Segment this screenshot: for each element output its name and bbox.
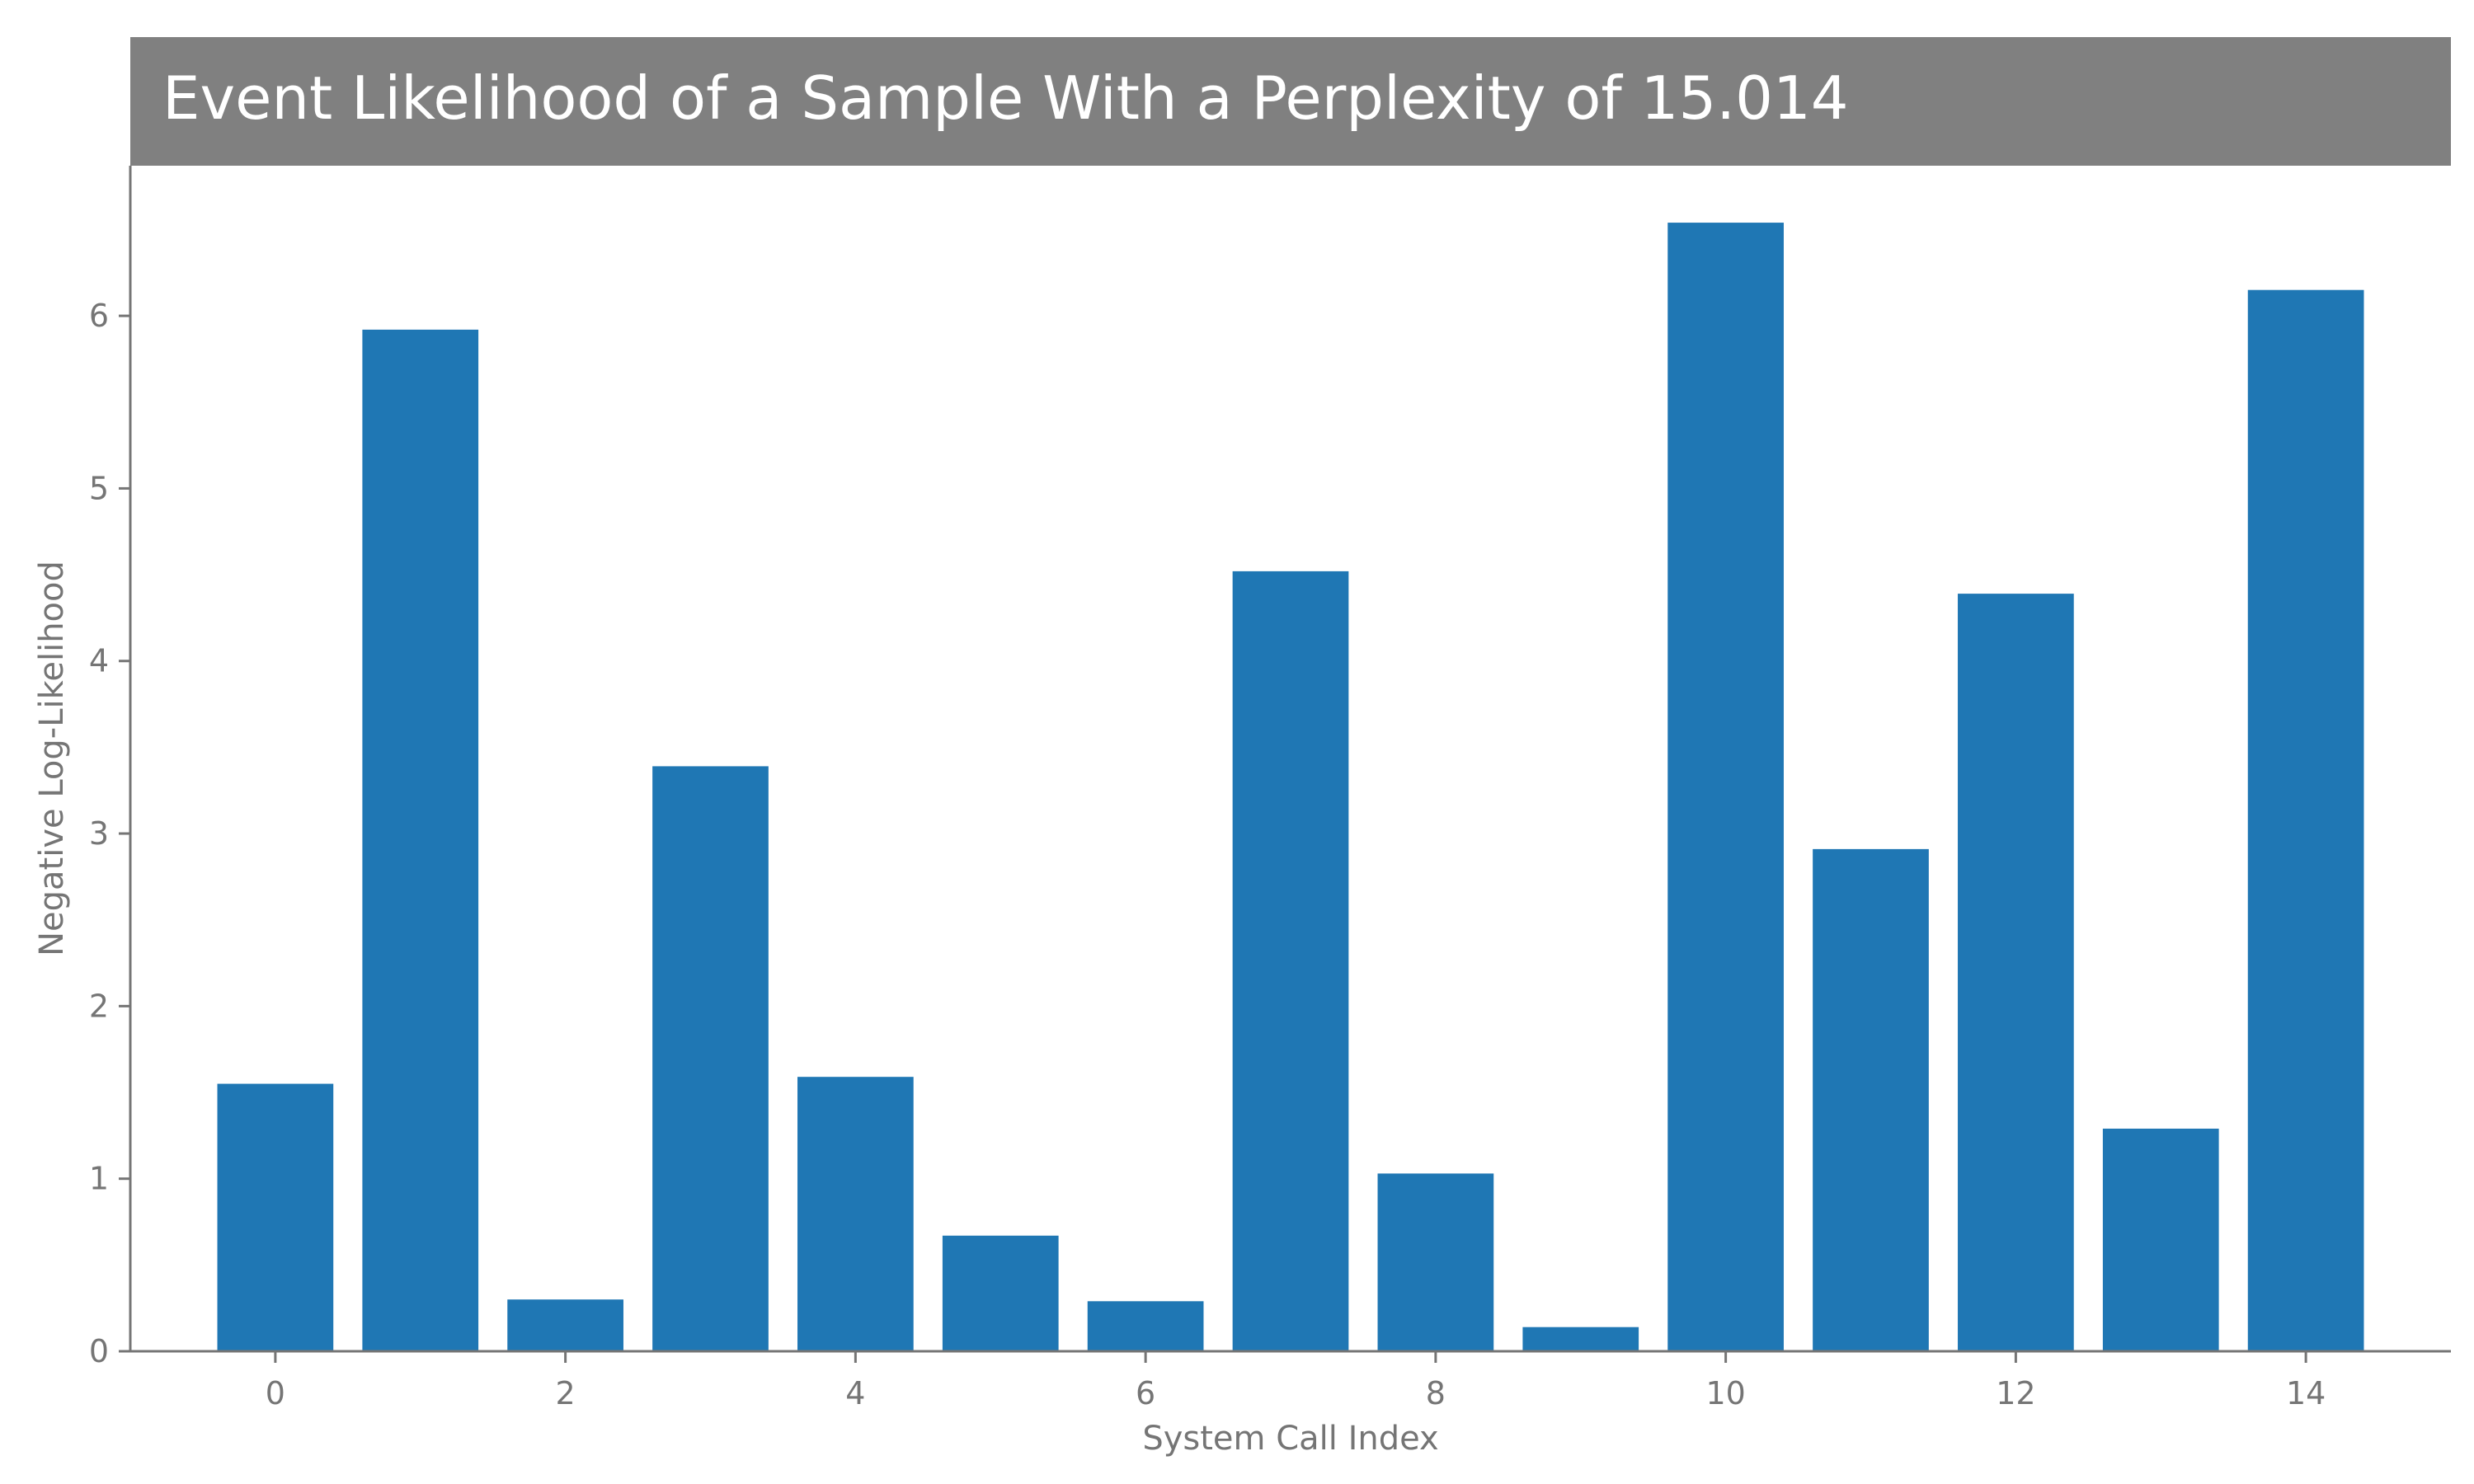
bar-1 bbox=[362, 329, 479, 1351]
x-axis-label: System Call Index bbox=[1142, 1420, 1438, 1458]
bar-8 bbox=[1377, 1173, 1494, 1351]
x-tick-label-0: 0 bbox=[266, 1375, 285, 1411]
bar-6 bbox=[1087, 1301, 1204, 1351]
y-ticks-group: 0 1 2 3 4 5 6 bbox=[89, 298, 130, 1369]
y-tick-label-1: 1 bbox=[89, 1161, 109, 1197]
y-tick-label-0: 0 bbox=[89, 1333, 109, 1369]
y-tick-label-6: 6 bbox=[89, 298, 109, 334]
y-tick-label-5: 5 bbox=[89, 470, 109, 506]
y-tick-label-2: 2 bbox=[89, 988, 109, 1024]
x-tick-label-4: 4 bbox=[845, 1375, 865, 1411]
bar-0 bbox=[217, 1083, 334, 1351]
x-tick-label-8: 8 bbox=[1426, 1375, 1446, 1411]
x-tick-label-12: 12 bbox=[1996, 1375, 2035, 1411]
x-ticks-group: 0 2 4 6 8 10 12 14 bbox=[266, 1351, 2326, 1411]
y-tick-label-3: 3 bbox=[89, 815, 109, 852]
y-tick-label-4: 4 bbox=[89, 643, 109, 679]
y-axis-label: Negative Log-Likelihood bbox=[33, 561, 71, 956]
x-tick-label-10: 10 bbox=[1705, 1375, 1745, 1411]
x-tick-label-14: 14 bbox=[2286, 1375, 2326, 1411]
bar-4 bbox=[797, 1077, 914, 1351]
bar-3 bbox=[652, 766, 769, 1351]
bar-11 bbox=[1813, 848, 1929, 1351]
x-tick-label-6: 6 bbox=[1136, 1375, 1155, 1411]
bar-2 bbox=[507, 1299, 623, 1351]
bar-5 bbox=[942, 1235, 1059, 1351]
bar-14 bbox=[2247, 289, 2364, 1352]
chart-title: Event Likelihood of a Sample With a Perp… bbox=[162, 63, 1849, 133]
bar-12 bbox=[1958, 594, 2074, 1351]
bar-9 bbox=[1522, 1327, 1639, 1351]
title-band bbox=[130, 37, 2451, 166]
x-tick-label-2: 2 bbox=[556, 1375, 576, 1411]
bar-10 bbox=[1667, 223, 1784, 1352]
bar-7 bbox=[1232, 571, 1349, 1351]
bars-group bbox=[217, 223, 2364, 1352]
bar-13 bbox=[2102, 1128, 2219, 1351]
